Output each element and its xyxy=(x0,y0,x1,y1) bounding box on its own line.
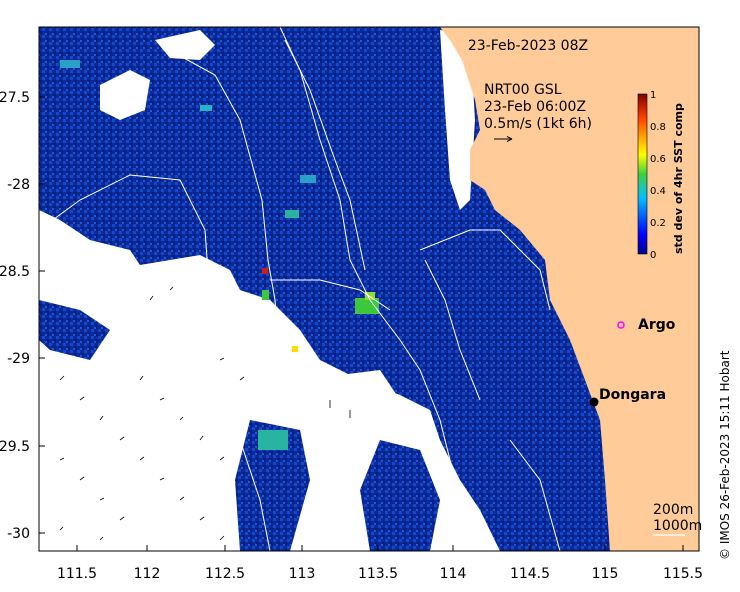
argo-label: Argo xyxy=(638,317,676,333)
colorbar-tick-label: 0.4 xyxy=(650,186,666,197)
y-tick-label: -28 xyxy=(7,177,30,193)
colorbar-ticks: 0 0.2 0.4 0.6 0.8 1 xyxy=(650,90,666,261)
colorbar-tick-label: 0.2 xyxy=(650,218,666,229)
colorbar-tick-label: 0.8 xyxy=(650,122,666,133)
high-variability-patches xyxy=(60,60,379,450)
colorbar-tick-label: 0 xyxy=(650,250,656,261)
bathymetry-contours xyxy=(39,27,561,551)
current-info-line2: 23-Feb 06:00Z xyxy=(484,99,586,115)
colorbar xyxy=(637,93,648,255)
y-tick-label: -30 xyxy=(7,526,30,542)
y-axis: -27.5 -28 -28.5 -29 -29.5 -30 xyxy=(0,90,45,542)
plot-frame xyxy=(38,26,700,552)
x-tick-label: 113 xyxy=(289,566,316,582)
y-tick-label: -28.5 xyxy=(0,264,30,280)
credit-text: © IMOS 26-Feb-2023 15:11 Hobart xyxy=(718,350,732,560)
x-tick-label: 115 xyxy=(592,566,619,582)
ocean-patches xyxy=(39,300,440,551)
x-tick-label: 113.5 xyxy=(358,566,398,582)
x-axis: 111.5 112 112.5 113 113.5 114 114.5 115 115.5 xyxy=(57,545,703,582)
colorbar-label: std dev of 4hr SST comp xyxy=(672,103,685,254)
timestamp-label: 23-Feb-2023 08Z xyxy=(468,38,588,54)
y-tick-label: -27.5 xyxy=(0,90,30,106)
depth-legend-200m: 200m xyxy=(653,502,693,518)
x-tick-label: 114 xyxy=(440,566,467,582)
y-tick-label: -29.5 xyxy=(0,439,30,455)
dongara-marker xyxy=(589,397,599,407)
current-info-line1: NRT00 GSL xyxy=(484,82,562,98)
y-tick-label: -29 xyxy=(7,351,30,367)
x-tick-label: 114.5 xyxy=(510,566,550,582)
colorbar-tick-label: 0.6 xyxy=(650,154,666,165)
scale-arrow xyxy=(494,136,513,142)
land-mass xyxy=(440,27,699,551)
dongara-label: Dongara xyxy=(599,387,666,403)
x-tick-label: 112 xyxy=(134,566,161,582)
current-info-line3: 0.5m/s (1kt 6h) xyxy=(484,116,592,132)
x-tick-label: 112.5 xyxy=(205,566,245,582)
argo-marker xyxy=(617,321,625,329)
x-tick-label: 111.5 xyxy=(57,566,97,582)
x-tick-label: 115.5 xyxy=(663,566,703,582)
current-vectors xyxy=(59,286,351,541)
depth-legend-1000m: 1000m xyxy=(653,518,702,534)
colorbar-tick-label: 1 xyxy=(650,90,656,101)
